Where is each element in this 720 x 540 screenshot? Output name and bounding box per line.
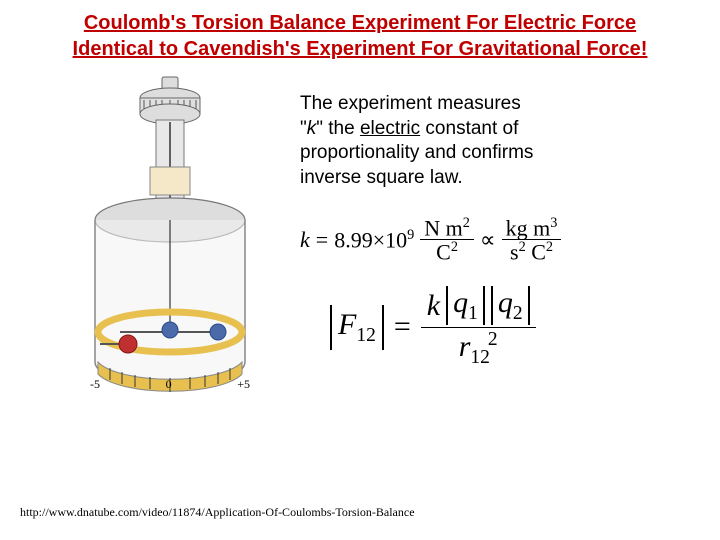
eq1-prop: ∝ [480, 227, 496, 253]
desc-electric: electric [360, 118, 420, 139]
eq1-units1: N m2 C2 [420, 216, 474, 264]
eq2-lhs: F12 [330, 305, 384, 350]
scale-plus: +5 [237, 377, 250, 392]
eq1-val: 8.99×10 [334, 227, 407, 252]
equation-k-value: k = 8.99×109 N m2 C2 ∝ kg m3 s2 C2 [300, 216, 690, 264]
eq2-rsub: 12 [470, 347, 490, 368]
desc-part3: inverse square law. [300, 167, 463, 188]
eq1-exp: 9 [407, 227, 414, 243]
desc-part2: proportionality and confirms [300, 142, 533, 163]
eq1-u2de1: 2 [519, 239, 526, 255]
eq1-u1d: C [436, 240, 451, 265]
experiment-description: The experiment measures "k" the electric… [300, 92, 690, 191]
slide-title: Coulomb's Torsion Balance Experiment For… [0, 0, 720, 62]
source-url: http://www.dnatube.com/video/11874/Appli… [20, 505, 415, 520]
eq1-u1de: 2 [451, 239, 458, 255]
eq2-q1s: 1 [468, 303, 478, 324]
desc-k: k [307, 118, 317, 139]
apparatus-svg [60, 72, 280, 412]
eq1-u2n: kg m [506, 215, 551, 240]
eq2-Fsub: 12 [356, 325, 376, 346]
eq2-F: F [338, 308, 356, 341]
eq2-q2s: 2 [513, 303, 523, 324]
apparatus-column: -5 0 +5 [0, 72, 300, 412]
scale-zero: 0 [166, 377, 172, 392]
eq2-rhs: k q1 q2 r122 [421, 284, 536, 371]
eq1-eq: = [316, 227, 328, 253]
torsion-balance-diagram: -5 0 +5 [60, 72, 280, 412]
desc-quote-close: " the [316, 118, 360, 139]
eq1-u2da: s [510, 240, 519, 265]
eq1-u2ne: 3 [550, 215, 557, 231]
eq1-u1ne: 2 [463, 215, 470, 231]
eq1-k: k [300, 227, 310, 253]
eq2-eq: = [394, 310, 411, 344]
equation-coulomb-law: F12 = k q1 q2 r122 [300, 284, 690, 371]
eq2-q1: q [453, 286, 468, 319]
desc-part1b: constant of [420, 118, 518, 139]
eq1-u2db: C [526, 240, 546, 265]
eq1-u1n: N m [424, 215, 463, 240]
eq2-k: k [427, 290, 440, 322]
eq2-rexp: 2 [488, 329, 498, 350]
eq1-u2de2: 2 [546, 239, 553, 255]
desc-quote-open: " [300, 118, 307, 139]
eq1-units2: kg m3 s2 C2 [502, 216, 562, 264]
eq2-r: r [459, 330, 471, 363]
scale-minus: -5 [90, 377, 100, 392]
text-column: The experiment measures "k" the electric… [300, 72, 720, 412]
desc-part1: The experiment measures [300, 93, 521, 114]
eq2-q2: q [498, 286, 513, 319]
scale-labels: -5 0 +5 [60, 377, 280, 392]
content-area: -5 0 +5 The experiment measures "k" the … [0, 72, 720, 412]
